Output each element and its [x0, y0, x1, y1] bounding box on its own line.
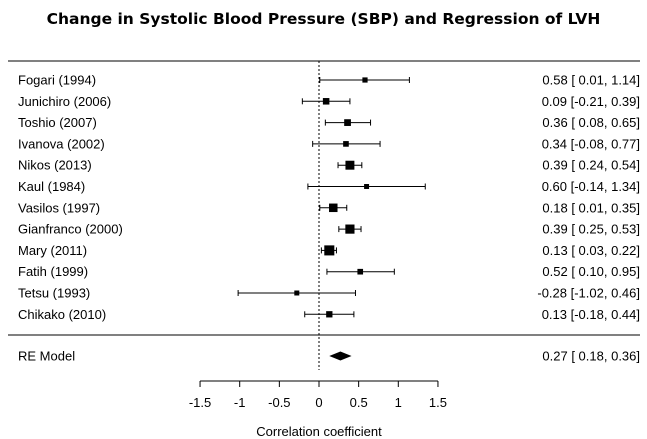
study-label: Kaul (1984) — [18, 179, 85, 194]
x-tick-label: -1 — [234, 395, 246, 410]
study-label: Toshio (2007) — [18, 115, 97, 130]
study-label: Vasilos (1997) — [18, 200, 100, 215]
summary-diamond — [329, 351, 352, 361]
ci-value: 0.60 [-0.14, 1.34] — [542, 179, 640, 194]
study-row: Junichiro (2006) 0.09 [-0.21, 0.39] — [18, 94, 640, 109]
study-row: Chikako (2010) 0.13 [-0.18, 0.44] — [18, 307, 640, 322]
ci-value: 0.13 [ 0.03, 0.22] — [542, 243, 640, 258]
x-tick-label: 1 — [395, 395, 402, 410]
estimate-square — [344, 119, 351, 126]
x-tick-label: -1.5 — [189, 395, 211, 410]
ci-value: 0.18 [ 0.01, 0.35] — [542, 200, 640, 215]
study-label: Tetsu (1993) — [18, 286, 90, 301]
x-tick-label: 0.5 — [350, 395, 368, 410]
ci-value: 0.52 [ 0.10, 0.95] — [542, 264, 640, 279]
estimate-square — [329, 203, 338, 213]
study-label: Fogari (1994) — [18, 73, 96, 88]
ci-value: 0.34 [-0.08, 0.77] — [542, 136, 640, 151]
ci-value: 0.39 [ 0.25, 0.53] — [542, 222, 640, 237]
ci-value: 0.39 [ 0.24, 0.54] — [542, 158, 640, 173]
estimate-square — [294, 290, 300, 296]
study-label: Mary (2011) — [18, 243, 87, 258]
study-row: Ivanova (2002) 0.34 [-0.08, 0.77] — [18, 136, 640, 151]
study-label: Ivanova (2002) — [18, 136, 105, 151]
study-row: Mary (2011) 0.13 [ 0.03, 0.22] — [18, 243, 640, 258]
estimate-square — [357, 268, 364, 275]
summary-ci-value: 0.27 [ 0.18, 0.36] — [542, 349, 640, 364]
estimate-square — [362, 77, 368, 83]
estimate-square — [345, 224, 355, 234]
ci-value: -0.28 [-1.02, 0.46] — [537, 286, 640, 301]
x-tick-label: 1.5 — [429, 395, 447, 410]
estimate-square — [345, 160, 355, 170]
study-row: Vasilos (1997) 0.18 [ 0.01, 0.35] — [18, 200, 640, 215]
x-tick-label: 0 — [315, 395, 322, 410]
study-label: Junichiro (2006) — [18, 94, 111, 109]
study-row: Tetsu (1993) -0.28 [-1.02, 0.46] — [18, 286, 640, 301]
study-label: Nikos (2013) — [18, 158, 92, 173]
estimate-square — [326, 311, 333, 318]
ci-value: 0.36 [ 0.08, 0.65] — [542, 115, 640, 130]
study-row: Fatih (1999) 0.52 [ 0.10, 0.95] — [18, 264, 640, 279]
study-row: Kaul (1984) 0.60 [-0.14, 1.34] — [18, 179, 640, 194]
study-label: Fatih (1999) — [18, 264, 88, 279]
study-label: Chikako (2010) — [18, 307, 106, 322]
ci-value: 0.09 [-0.21, 0.39] — [542, 94, 640, 109]
study-row: Fogari (1994) 0.58 [ 0.01, 1.14] — [18, 73, 640, 88]
estimate-square — [343, 141, 349, 147]
ci-value: 0.58 [ 0.01, 1.14] — [542, 73, 640, 88]
chart-title: Change in Systolic Blood Pressure (SBP) … — [46, 10, 601, 28]
ci-value: 0.13 [-0.18, 0.44] — [542, 307, 640, 322]
study-row: Gianfranco (2000) 0.39 [ 0.25, 0.53] — [18, 222, 640, 237]
summary-label: RE Model — [18, 349, 75, 364]
study-row: Toshio (2007) 0.36 [ 0.08, 0.65] — [18, 115, 640, 130]
study-row: Nikos (2013) 0.39 [ 0.24, 0.54] — [18, 158, 640, 173]
x-axis-title: Correlation coefficient — [256, 424, 382, 439]
x-tick-label: -0.5 — [268, 395, 290, 410]
study-label: Gianfranco (2000) — [18, 222, 123, 237]
estimate-square — [324, 245, 335, 256]
estimate-square — [322, 98, 330, 105]
estimate-square — [364, 184, 370, 189]
